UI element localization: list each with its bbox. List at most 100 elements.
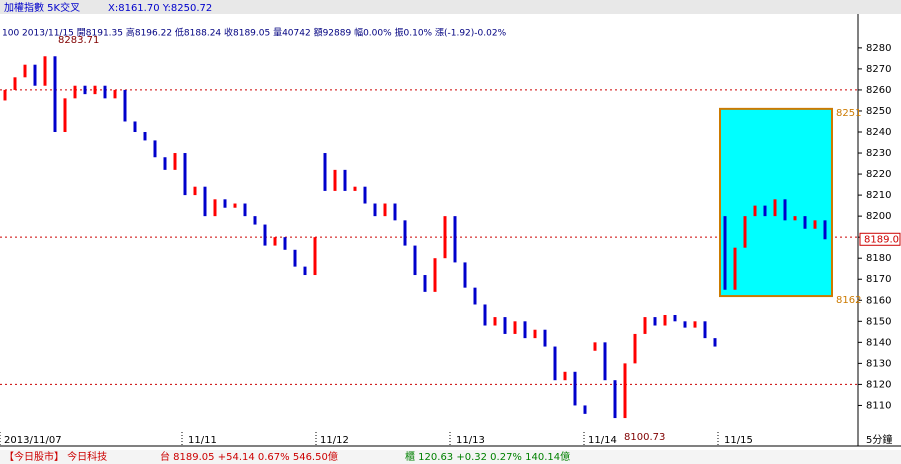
candle <box>663 315 667 326</box>
candle <box>633 333 637 364</box>
candle <box>723 216 727 290</box>
candle <box>753 205 757 217</box>
candle <box>33 64 37 86</box>
candle <box>373 203 377 217</box>
candle <box>623 363 627 419</box>
chart-title: 加權指數 5K交叉 <box>4 1 80 14</box>
candle <box>83 85 87 95</box>
candle <box>653 317 657 326</box>
candle <box>613 380 617 419</box>
candle <box>453 216 457 263</box>
candle <box>423 275 427 292</box>
candle <box>3 89 7 101</box>
candle <box>343 169 347 191</box>
low-annotation: 8100.73 <box>624 432 665 443</box>
candle <box>303 266 307 276</box>
candle <box>683 321 687 328</box>
candle <box>333 169 337 191</box>
candle <box>273 237 277 246</box>
candle <box>583 405 587 414</box>
candle <box>693 321 697 328</box>
status-otc: 櫃 120.63 +0.32 0.27% 140.14億 <box>405 450 570 463</box>
candle <box>443 216 447 259</box>
x-tick-label: 11/15 <box>724 435 753 446</box>
candle <box>573 371 577 406</box>
candle <box>173 153 177 170</box>
candle <box>773 199 777 217</box>
candle <box>133 121 137 132</box>
candle <box>103 85 107 99</box>
candle <box>63 98 67 132</box>
x-tick-label: 2013/11/07 <box>4 435 62 446</box>
period-label: 5分鐘 <box>866 433 892 446</box>
candle <box>323 153 327 191</box>
candle <box>143 132 147 141</box>
candle <box>603 342 607 381</box>
y-tick-label: 8230 <box>866 148 891 159</box>
candle <box>233 203 237 208</box>
candle <box>783 199 787 221</box>
candle <box>703 321 707 339</box>
candle <box>553 346 557 381</box>
candle <box>353 186 357 191</box>
candle <box>183 153 187 196</box>
candle <box>743 216 747 248</box>
candle <box>493 317 497 326</box>
candle <box>463 262 467 288</box>
candle <box>823 220 827 240</box>
y-tick-label: 8260 <box>866 85 891 96</box>
candle <box>793 216 797 221</box>
y-tick-label: 8280 <box>866 43 891 54</box>
candle <box>113 89 117 99</box>
box-top-label: 8251 <box>836 108 861 119</box>
range-box <box>719 107 833 298</box>
candle <box>13 77 17 90</box>
candle <box>363 186 367 204</box>
candle <box>93 85 97 95</box>
candle <box>433 258 437 292</box>
candle <box>523 321 527 339</box>
y-tick-label: 8240 <box>866 127 891 138</box>
candle <box>163 157 167 170</box>
candle <box>473 287 477 305</box>
x-tick-label: 11/14 <box>588 435 617 446</box>
candle <box>503 317 507 334</box>
y-tick-label: 8170 <box>866 274 891 285</box>
candle <box>193 186 197 196</box>
candle <box>533 329 537 339</box>
candle <box>483 304 487 326</box>
y-tick-label: 8200 <box>866 211 891 222</box>
y-tick-label: 8140 <box>866 337 891 348</box>
y-tick-label: 8250 <box>866 106 891 117</box>
candle <box>203 186 207 217</box>
x-tick-label: 11/11 <box>188 435 217 446</box>
candle <box>813 220 817 229</box>
candle <box>673 315 677 322</box>
candle <box>243 203 247 217</box>
candle <box>123 89 127 122</box>
candle <box>763 205 767 217</box>
box-bottom-label: 8162 <box>836 295 861 306</box>
candle <box>263 224 267 246</box>
x-tick-label: 11/13 <box>456 435 485 446</box>
candle <box>313 237 317 276</box>
info-line: 100 2013/11/15 開8191.35 高8196.22 低8188.2… <box>2 27 507 39</box>
candle <box>563 371 567 381</box>
candle <box>803 216 807 229</box>
x-tick-label: 11/12 <box>320 435 349 446</box>
candle <box>53 56 57 132</box>
candle <box>513 321 517 334</box>
candle <box>383 203 387 217</box>
candle <box>43 56 47 86</box>
cursor-readout: X:8161.70 Y:8250.72 <box>108 3 212 14</box>
candle <box>713 338 717 347</box>
candle <box>393 203 397 221</box>
y-tick-label: 8120 <box>866 379 891 390</box>
candle <box>593 342 597 351</box>
last-price-tag <box>859 232 901 246</box>
candle <box>223 199 227 208</box>
last-price-label: 8189.0 <box>864 234 899 245</box>
candle <box>403 220 407 246</box>
y-tick-label: 8210 <box>866 190 891 201</box>
